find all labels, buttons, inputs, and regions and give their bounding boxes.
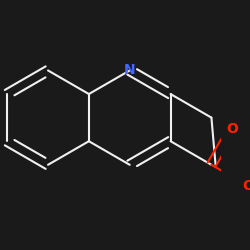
Text: N: N <box>124 64 136 78</box>
Text: O: O <box>242 179 250 193</box>
Text: O: O <box>226 122 238 136</box>
